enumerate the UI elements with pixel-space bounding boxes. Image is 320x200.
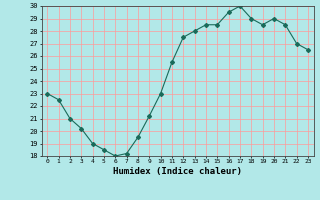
X-axis label: Humidex (Indice chaleur): Humidex (Indice chaleur) bbox=[113, 167, 242, 176]
